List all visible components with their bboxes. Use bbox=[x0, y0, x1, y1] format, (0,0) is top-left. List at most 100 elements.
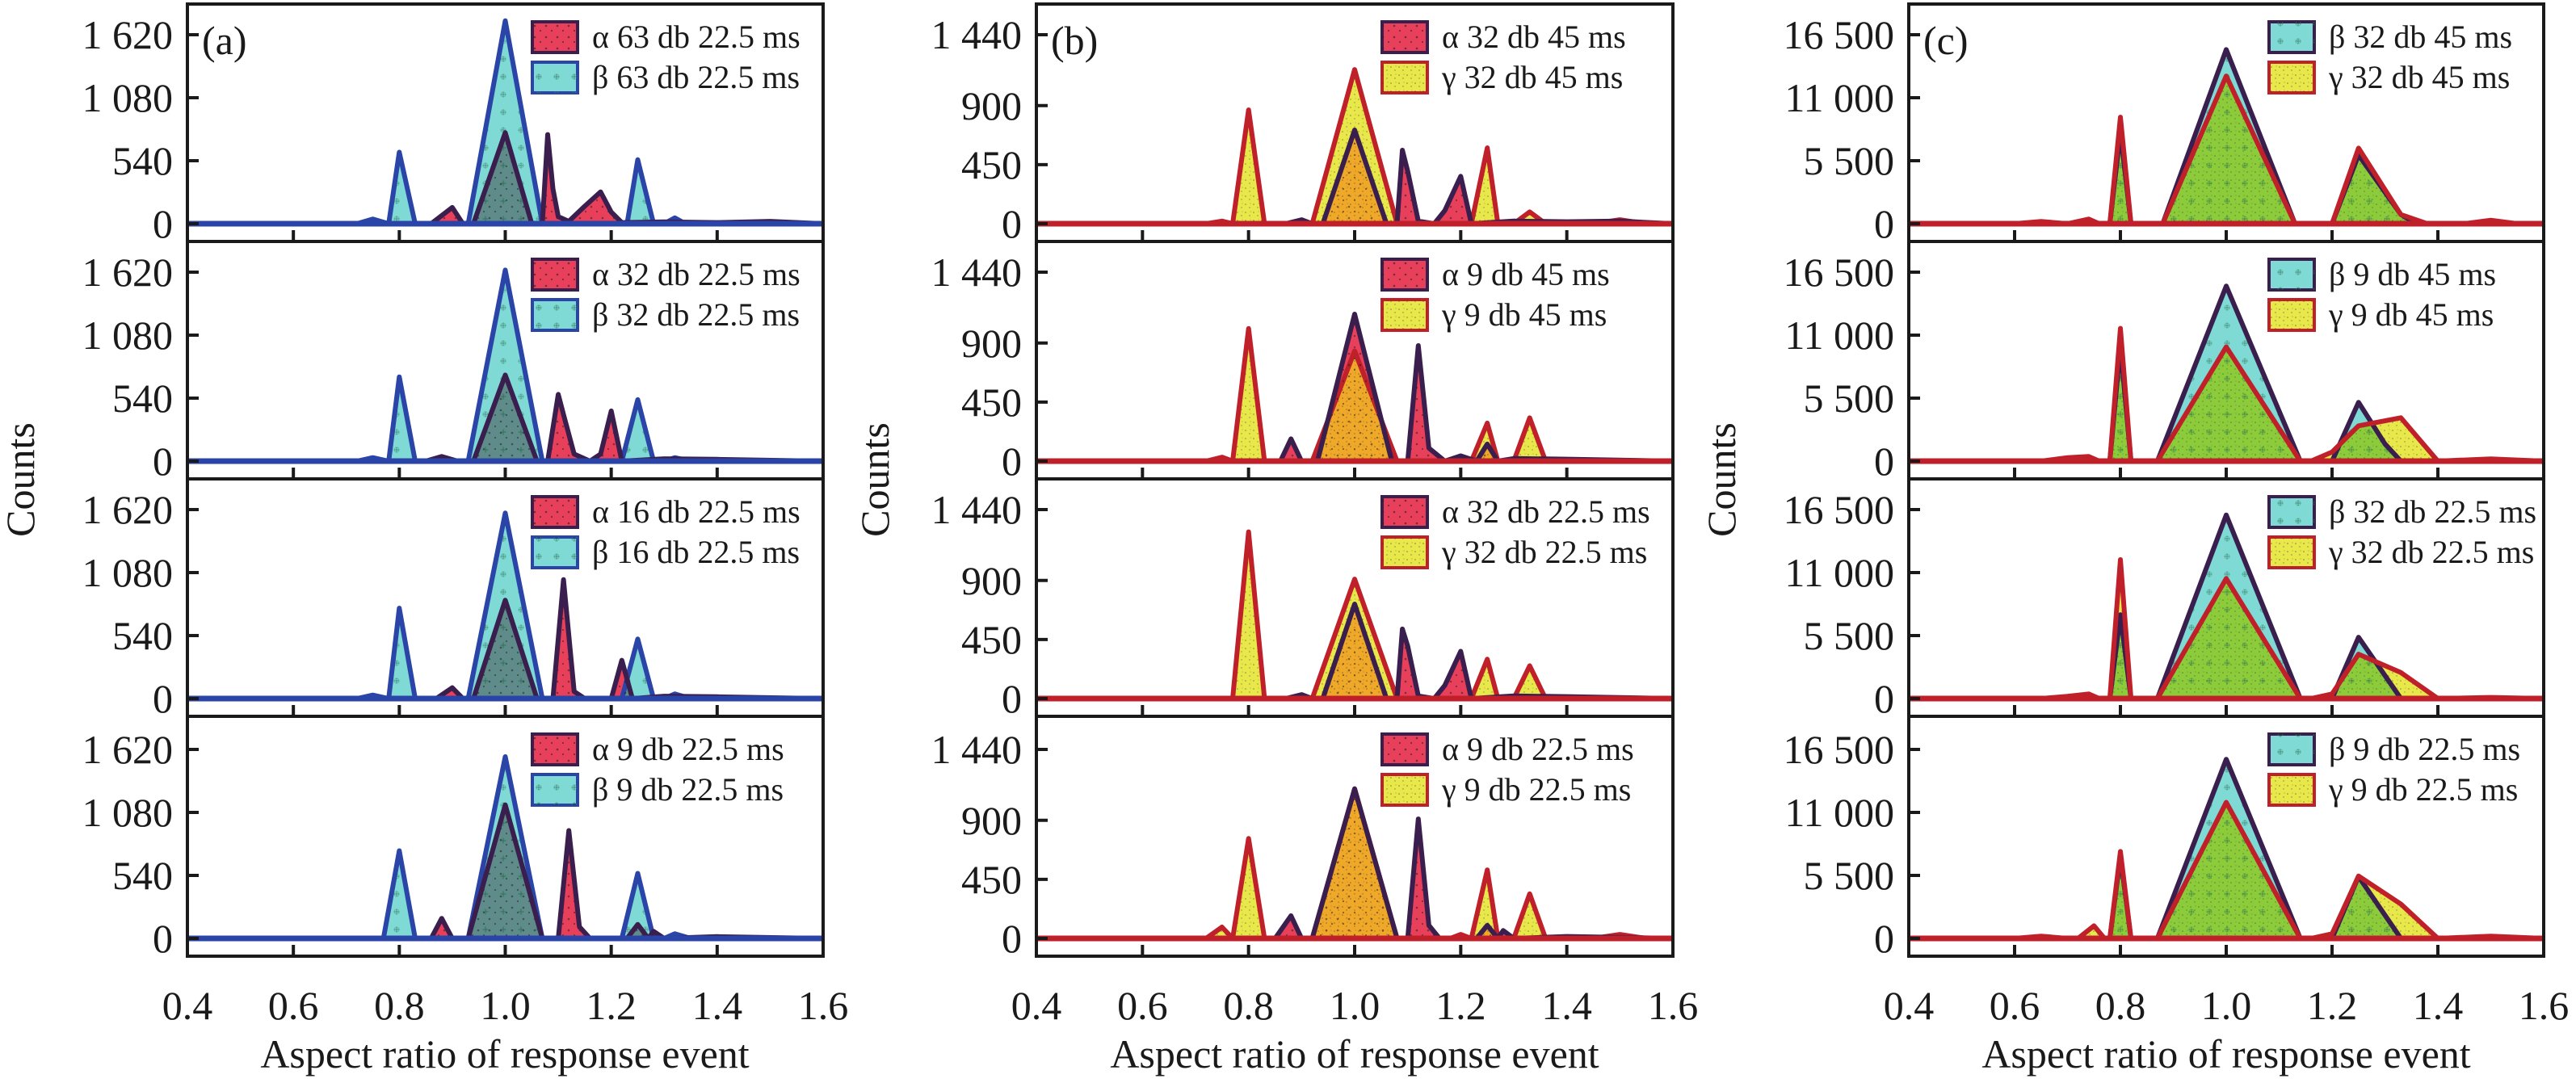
panel-tag-label: (c) bbox=[1923, 18, 1969, 63]
y-tick-label: 16 500 bbox=[1784, 12, 1895, 57]
y-tick-label: 540 bbox=[112, 138, 173, 183]
legend-swatch-texture bbox=[2269, 734, 2314, 765]
panel-b-row-4: 0 450 900 1 440 α 9 db 22.5 ms γ 9 db 22.5 ms bbox=[931, 715, 1675, 961]
legend: α 32 db 22.5 ms γ 32 db 22.5 ms bbox=[1380, 493, 1650, 570]
x-axis-title-b: Aspect ratio of response event bbox=[1110, 1031, 1599, 1077]
y-tick-label: 540 bbox=[112, 613, 173, 658]
legend-swatch-texture bbox=[2269, 259, 2314, 290]
y-tick-label: 1 080 bbox=[82, 75, 174, 120]
y-tick-label: 1 440 bbox=[931, 250, 1023, 295]
y-tick-label: 1 440 bbox=[931, 727, 1023, 772]
series-texture-alpha bbox=[187, 804, 823, 938]
y-tick-label: 0 bbox=[153, 201, 173, 246]
legend-label: β 9 db 45 ms bbox=[2329, 256, 2496, 292]
legend-label: β 32 db 45 ms bbox=[2329, 19, 2512, 55]
legend-label: γ 32 db 22.5 ms bbox=[2328, 534, 2534, 570]
legend: β 9 db 22.5 ms γ 9 db 22.5 ms bbox=[2267, 731, 2520, 808]
legend-label: γ 32 db 22.5 ms bbox=[1441, 534, 1647, 570]
x-axis-title-c: Aspect ratio of response event bbox=[1981, 1031, 2470, 1077]
panel-b-row-1: 0 450 900 1 440 (b) α 32 db 45 ms γ 32 db 45 m… bbox=[931, 2, 1675, 246]
series-texture-alpha bbox=[187, 375, 823, 461]
legend-swatch-texture bbox=[2269, 300, 2314, 330]
legend-label: β 32 db 22.5 ms bbox=[2329, 493, 2536, 530]
legend-label: β 9 db 22.5 ms bbox=[592, 771, 784, 808]
y-tick-label: 0 bbox=[153, 916, 173, 961]
y-tick-label: 540 bbox=[112, 376, 173, 421]
y-tick-label: 0 bbox=[1002, 439, 1022, 484]
legend-swatch-texture bbox=[532, 259, 578, 290]
x-tick-label: 0.4 bbox=[1884, 983, 1935, 1028]
plot-area bbox=[1909, 47, 2544, 227]
panel-tag-label: (a) bbox=[202, 18, 247, 63]
legend-label: α 9 db 22.5 ms bbox=[592, 731, 784, 767]
y-tick-label: 0 bbox=[1874, 201, 1894, 246]
legend-label: α 32 db 22.5 ms bbox=[592, 256, 801, 292]
legend-swatch-texture bbox=[2269, 537, 2314, 568]
y-tick-label: 1 080 bbox=[82, 550, 174, 595]
plot-area bbox=[1036, 312, 1673, 464]
legend-label: γ 32 db 45 ms bbox=[2328, 59, 2510, 95]
legend-swatch-texture bbox=[1382, 22, 1427, 52]
legend-label: γ 9 db 22.5 ms bbox=[1441, 771, 1631, 808]
y-tick-label: 16 500 bbox=[1784, 250, 1895, 295]
x-tick-label: 0.8 bbox=[374, 983, 425, 1028]
x-tick-label: 0.4 bbox=[1011, 983, 1062, 1028]
plot-area bbox=[1909, 757, 2544, 942]
x-tick-label: 1.4 bbox=[692, 983, 743, 1028]
x-axis-title-a: Aspect ratio of response event bbox=[260, 1031, 749, 1077]
panel-a-row-4: 0 540 1 080 1 620 α 9 db 22.5 ms β 9 db 22.5 … bbox=[82, 715, 825, 961]
y-tick-label: 900 bbox=[961, 558, 1022, 603]
y-tick-label: 11 000 bbox=[1784, 75, 1894, 120]
legend-label: α 32 db 45 ms bbox=[1442, 19, 1626, 55]
legend-swatch-texture bbox=[2269, 497, 2314, 527]
panel-c-row-4: 0 5 500 11 000 16 500 β 9 db 22.5 ms γ 9 db 2… bbox=[1784, 715, 2545, 961]
x-tick-label: 0.6 bbox=[268, 983, 319, 1028]
x-tick-label: 0.8 bbox=[2095, 983, 2146, 1028]
y-tick-label: 11 000 bbox=[1784, 550, 1894, 595]
legend-label: α 16 db 22.5 ms bbox=[592, 493, 801, 530]
y-tick-label: 1 440 bbox=[931, 12, 1023, 57]
plot-area bbox=[1036, 786, 1673, 942]
legend-swatch-texture bbox=[2269, 774, 2314, 805]
y-tick-label: 0 bbox=[1874, 676, 1894, 721]
y-tick-label: 0 bbox=[153, 676, 173, 721]
legend: β 9 db 45 ms γ 9 db 45 ms bbox=[2267, 256, 2496, 333]
series-texture-alpha bbox=[1036, 788, 1673, 938]
series-texture-alpha bbox=[1036, 130, 1673, 224]
y-tick-label: 1 080 bbox=[82, 790, 174, 835]
panel-a-row-2: 0 540 1 080 1 620 α 32 db 22.5 ms β 32 db 22.… bbox=[82, 240, 825, 484]
x-tick-label: 1.6 bbox=[2519, 983, 2570, 1028]
legend-label: α 9 db 22.5 ms bbox=[1442, 731, 1634, 767]
y-tick-label: 0 bbox=[1874, 439, 1894, 484]
legend-label: β 9 db 22.5 ms bbox=[2329, 731, 2520, 767]
series-texture-gamma bbox=[1909, 76, 2544, 224]
panel-c-row-2: 0 5 500 11 000 16 500 β 9 db 45 ms γ 9 db 45 … bbox=[1784, 240, 2545, 484]
legend-label: β 16 db 22.5 ms bbox=[592, 534, 800, 570]
legend-label: α 32 db 22.5 ms bbox=[1442, 493, 1650, 530]
y-tick-label: 11 000 bbox=[1784, 790, 1894, 835]
legend-swatch-texture bbox=[532, 497, 578, 527]
y-tick-label: 5 500 bbox=[1804, 853, 1895, 898]
x-tick-label: 1.6 bbox=[1648, 983, 1699, 1028]
plot-area bbox=[1036, 67, 1673, 227]
y-tick-label: 1 440 bbox=[931, 487, 1023, 532]
y-tick-label: 450 bbox=[961, 857, 1022, 902]
legend-swatch-texture bbox=[532, 774, 578, 805]
x-tick-label: 1.2 bbox=[586, 983, 637, 1028]
legend-swatch-texture bbox=[1382, 537, 1427, 568]
plot-area bbox=[187, 18, 823, 227]
legend: β 32 db 45 ms γ 32 db 45 ms bbox=[2267, 19, 2512, 95]
legend: α 9 db 22.5 ms γ 9 db 22.5 ms bbox=[1380, 731, 1634, 808]
legend-label: γ 32 db 45 ms bbox=[1441, 59, 1623, 95]
y-tick-label: 1 620 bbox=[82, 250, 174, 295]
y-tick-label: 0 bbox=[1874, 916, 1894, 961]
panel-c-row-1: 0 5 500 11 000 16 500 (c) β 32 db 45 ms γ 32 d… bbox=[1784, 2, 2545, 246]
plot-area bbox=[1036, 529, 1673, 702]
legend-swatch-texture bbox=[1382, 62, 1427, 93]
panels-group: 0 540 1 080 1 620 (a) α 63 db 22.5 ms β 63 db … bbox=[82, 2, 2570, 1028]
legend-label: α 9 db 45 ms bbox=[1442, 256, 1610, 292]
x-tick-label: 0.6 bbox=[1117, 983, 1168, 1028]
y-tick-label: 0 bbox=[1002, 201, 1022, 246]
y-tick-label: 16 500 bbox=[1784, 727, 1895, 772]
